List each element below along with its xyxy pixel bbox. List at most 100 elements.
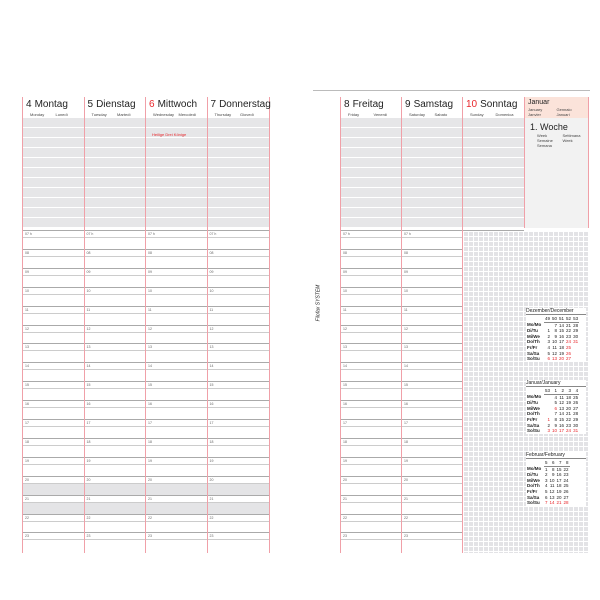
- hour-label: 18: [209, 439, 214, 444]
- day-header: 7 Donnerstag: [211, 99, 271, 110]
- day-number: 12: [559, 400, 565, 406]
- month-box: JanuarJanuaryJanvierEneroGennaioJanuari: [525, 97, 588, 122]
- day-header: 4 Montag: [26, 99, 68, 110]
- half-hour-line: [84, 463, 146, 465]
- hour-label: 14: [343, 364, 347, 369]
- day-number: 21: [566, 411, 572, 417]
- half-hour-line: [146, 388, 208, 390]
- week-number: 5: [544, 460, 549, 467]
- time-line: [146, 513, 208, 515]
- weekday-row: So/Su 7 14 21 28: [526, 500, 570, 506]
- weekday-row: So/Su 3 10 17 24 31: [526, 428, 579, 434]
- day-number: 2: [545, 472, 548, 478]
- time-line: [146, 456, 208, 458]
- time-line: [23, 362, 85, 364]
- time-line: [341, 475, 402, 477]
- mini-calendar: Dezember/December 49 50 51 52 53 Mo/Mo 7 14 21 28 D…: [526, 308, 586, 362]
- day-number: 24: [566, 339, 572, 345]
- half-hour-line: [23, 463, 85, 465]
- day-number: 31: [573, 428, 579, 434]
- day-number: 22: [566, 416, 572, 422]
- day-number: 25: [563, 483, 569, 489]
- hour-label: 07 h: [86, 232, 94, 236]
- half-hour-line: [402, 350, 463, 352]
- day-number: 22: [563, 466, 569, 472]
- half-hour-line: [207, 407, 269, 409]
- translation: Sabato: [434, 112, 448, 117]
- day-number: 10: [549, 477, 555, 483]
- half-hour-line: [146, 369, 208, 371]
- hour-label: 23: [25, 534, 29, 539]
- time-line: [146, 362, 208, 364]
- week-number: 51: [558, 316, 566, 323]
- half-hour-line: [23, 369, 85, 371]
- day-number: 19: [559, 350, 565, 356]
- time-line: [146, 532, 208, 534]
- day-column: 5DienstagTuesdayMardiMartesMartedìDinsda…: [83, 97, 146, 553]
- week-number: 8: [562, 460, 570, 467]
- hour-label: 11: [25, 307, 29, 312]
- time-line: [146, 230, 208, 231]
- time-line: [463, 230, 524, 231]
- day-number: 5: [554, 400, 558, 406]
- time-line: [84, 381, 146, 383]
- time-line: [146, 494, 208, 496]
- half-hour-line: [84, 312, 146, 314]
- day-number: 3: [547, 339, 551, 345]
- hour-label: 13: [404, 345, 408, 350]
- time-line: [84, 343, 146, 345]
- half-hour-line: [84, 237, 146, 238]
- half-hour-line: [402, 237, 463, 238]
- hour-label: 15: [343, 383, 347, 388]
- weekday-label: Do/Th: [527, 483, 540, 489]
- day-number: 24: [566, 428, 572, 434]
- day-number: 7: [554, 322, 558, 328]
- half-hour-line: [207, 293, 269, 295]
- weekday-row: Sa/Sa 5 12 19 26: [526, 351, 579, 357]
- half-hour-line: [402, 520, 463, 522]
- day-number: 3: [545, 477, 548, 483]
- weekday-row: Fr/Fr 5 12 19 26: [526, 489, 570, 495]
- time-line: [23, 513, 85, 515]
- time-line: [341, 362, 402, 364]
- weekday-label: Mo/Mo: [527, 322, 542, 328]
- hour-label: 11: [86, 307, 91, 312]
- half-hour-line: [23, 407, 85, 409]
- time-line: [84, 400, 146, 402]
- mini-calendar-table: 49 50 51 52 53 Mo/Mo 7 14 21 28 Di/Tu 1 8 15 22 29 Mi/We…: [526, 316, 580, 362]
- translation: Monday: [30, 112, 45, 117]
- hour-label: 15: [148, 383, 152, 388]
- notes-area: [146, 118, 208, 228]
- day-number: 2: [547, 422, 551, 428]
- half-hour-line: [146, 407, 208, 409]
- hour-label: 19: [209, 458, 214, 463]
- time-line: [23, 419, 85, 420]
- hour-label: 07 h: [404, 232, 411, 236]
- half-hour-line: [23, 255, 85, 257]
- half-hour-line: [84, 426, 146, 427]
- half-hour-line: [23, 312, 85, 314]
- weekday-row: Mo/Mo 4 11 18 25: [526, 394, 579, 400]
- half-hour-line: [23, 426, 85, 427]
- hour-label: 22: [404, 515, 408, 520]
- day-number: 13: [559, 405, 565, 411]
- half-hour-line: [402, 312, 463, 314]
- day-number: 4: [554, 394, 558, 400]
- notes-area: [23, 118, 85, 228]
- hour-label: 10: [209, 288, 214, 293]
- day-number: 5: [547, 350, 551, 356]
- hour-label: 18: [86, 439, 91, 444]
- time-line: [341, 230, 402, 231]
- day-number: 28: [563, 500, 569, 506]
- hour-label: 09: [404, 269, 408, 274]
- hour-label: 19: [343, 458, 347, 463]
- weekday-label: Fr/Fr: [527, 488, 538, 494]
- weekday-row: Fr/Fr 4 11 18 25: [526, 345, 579, 351]
- hour-label: 09: [148, 269, 152, 274]
- hour-label: 21: [209, 496, 214, 501]
- mini-calendar-title: Februar/February: [526, 452, 586, 459]
- weekday-label: Fr/Fr: [527, 344, 538, 350]
- time-line: [402, 381, 463, 383]
- day-number: 9: [405, 99, 411, 110]
- weekday-label: So/Su: [527, 500, 540, 506]
